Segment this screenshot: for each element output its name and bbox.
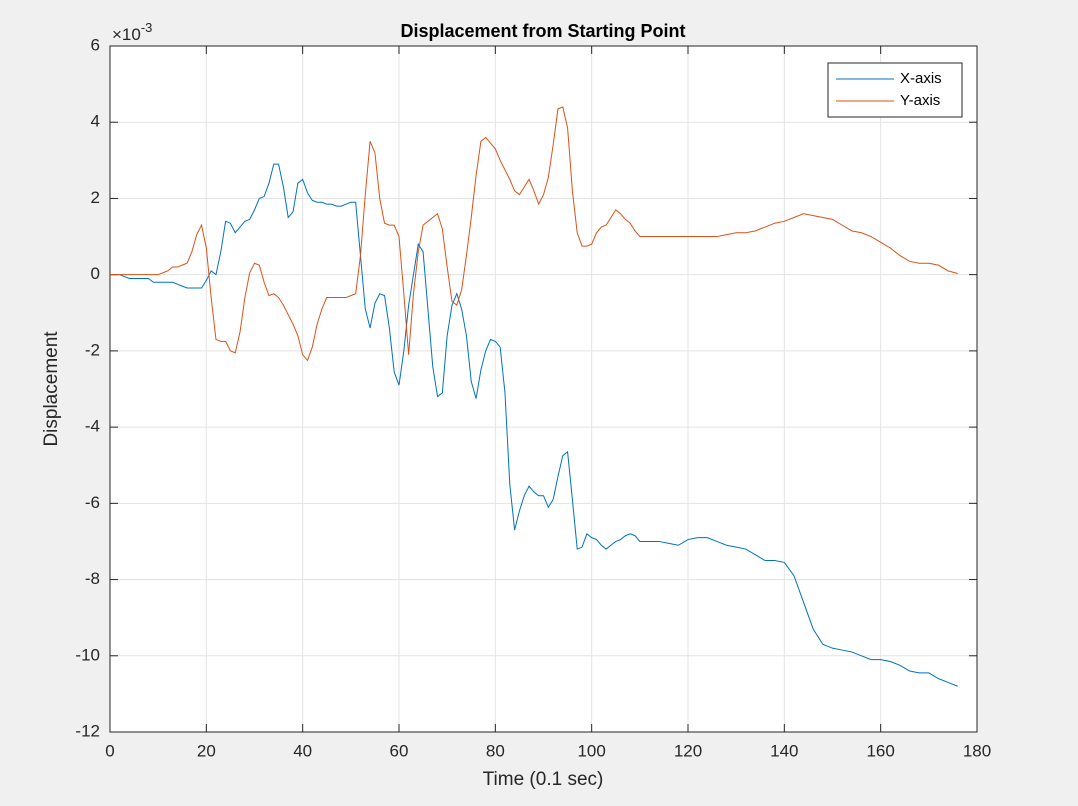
line bbox=[110, 163, 958, 687]
x-tick-label: 120 bbox=[674, 741, 702, 760]
y-exponent-base: ×10 bbox=[112, 25, 141, 44]
y-tick-label: 4 bbox=[91, 112, 100, 131]
legend-label: X-axis bbox=[900, 70, 942, 87]
x-tick-label: 20 bbox=[197, 741, 216, 760]
y-tick-label: 6 bbox=[91, 35, 100, 54]
y-tick-label: -12 bbox=[75, 721, 100, 740]
x-tick-label: 100 bbox=[577, 741, 605, 760]
y-tick-label: -6 bbox=[85, 493, 100, 512]
x-tick-label: 160 bbox=[866, 741, 894, 760]
x-tick-label: 180 bbox=[963, 741, 991, 760]
x-tick-label: 40 bbox=[293, 741, 312, 760]
x-axis-label: Time (0.1 sec) bbox=[483, 769, 604, 790]
y-tick-label: -2 bbox=[85, 340, 100, 359]
y-exponent-power: -3 bbox=[141, 20, 153, 35]
y-tick-label: 0 bbox=[91, 264, 100, 283]
y-tick-label: 2 bbox=[91, 188, 100, 207]
legend-box bbox=[827, 62, 963, 118]
chart-title: Displacement from Starting Point bbox=[400, 21, 685, 41]
legend-label: Y-axis bbox=[900, 92, 940, 109]
axes-box bbox=[109, 45, 978, 733]
legend: X-axis Y-axis bbox=[827, 62, 963, 118]
y-tick-label: -8 bbox=[85, 569, 100, 588]
y-tick-label: -10 bbox=[75, 645, 100, 664]
x-tick-label: 140 bbox=[770, 741, 798, 760]
y-axis-label: Displacement bbox=[41, 331, 62, 447]
y-tick-label: -4 bbox=[85, 417, 100, 436]
plot-area bbox=[110, 46, 977, 732]
x-tick-label: 0 bbox=[105, 741, 114, 760]
x-tick-label: 60 bbox=[390, 741, 409, 760]
line bbox=[110, 106, 958, 362]
x-tick-label: 80 bbox=[486, 741, 505, 760]
y-exponent: ×10-3 bbox=[112, 20, 152, 44]
